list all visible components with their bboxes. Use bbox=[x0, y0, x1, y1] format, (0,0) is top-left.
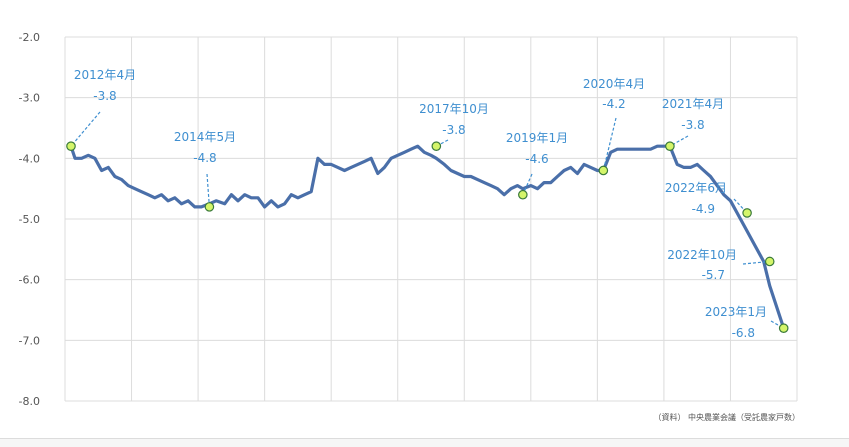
data-point-marker bbox=[204, 202, 215, 212]
annotation-leader bbox=[70, 111, 101, 147]
y-tick-label: -5.0 bbox=[19, 213, 40, 226]
data-point-marker bbox=[66, 141, 76, 151]
annotation-value: -5.7 bbox=[702, 268, 725, 282]
series-line bbox=[69, 144, 786, 330]
annotation-value: -4.6 bbox=[525, 152, 548, 166]
y-axis: -2.0 -3.0 -4.0 -5.0 -6.0 -7.0 -8.0 bbox=[19, 31, 40, 408]
annotation-value: -4.8 bbox=[193, 151, 216, 165]
grid bbox=[64, 36, 798, 402]
annotation-date: 2020年4月 bbox=[583, 77, 645, 91]
data-point-marker bbox=[764, 256, 775, 267]
annotation-value: -3.8 bbox=[681, 118, 704, 132]
y-tick-label: -3.0 bbox=[19, 92, 40, 105]
annotation-date: 2019年1月 bbox=[506, 131, 568, 145]
annotation-value: -6.8 bbox=[732, 326, 755, 340]
y-tick-label: -4.0 bbox=[19, 152, 40, 165]
data-point-marker bbox=[778, 323, 789, 333]
data-point-marker bbox=[518, 189, 528, 200]
annotation-date: 2014年5月 bbox=[174, 130, 236, 144]
annotation-value: -3.8 bbox=[93, 89, 116, 103]
line-chart: -2.0 -3.0 -4.0 -5.0 -6.0 -7.0 -8.0 2012年4月 -3.8… bbox=[19, 31, 800, 422]
source-note: （資料） 中央農業会議（受託農家戸数） bbox=[653, 412, 800, 422]
y-tick-label: -6.0 bbox=[19, 274, 40, 287]
y-tick-label: -8.0 bbox=[19, 395, 40, 408]
annotation-value: -4.9 bbox=[692, 202, 715, 216]
data-point-marker bbox=[665, 141, 675, 151]
data-point-marker bbox=[431, 141, 442, 151]
annotation-leader bbox=[522, 173, 533, 195]
y-tick-label: -7.0 bbox=[19, 334, 40, 347]
data-point-marker bbox=[742, 208, 752, 218]
annotation-date: 2022年10月 bbox=[667, 248, 737, 262]
annotation-date: 2017年10月 bbox=[419, 102, 489, 116]
annotation-date: 2022年6月 bbox=[665, 181, 727, 195]
annotation-date: 2012年4月 bbox=[74, 68, 136, 82]
annotation-leader bbox=[206, 173, 211, 207]
annotations: 2012年4月 -3.8 2014年5月 -4.8 2017年10月 -3.8 2019年1… bbox=[66, 68, 789, 340]
data-point-marker bbox=[598, 165, 609, 176]
annotation-value: -4.2 bbox=[602, 97, 625, 111]
annotation-date: 2023年1月 bbox=[705, 305, 767, 319]
annotation-value: -3.8 bbox=[442, 123, 465, 137]
annotation-leader bbox=[602, 117, 617, 171]
annotation-date: 2021年4月 bbox=[662, 97, 724, 111]
y-tick-label: -2.0 bbox=[19, 31, 40, 44]
